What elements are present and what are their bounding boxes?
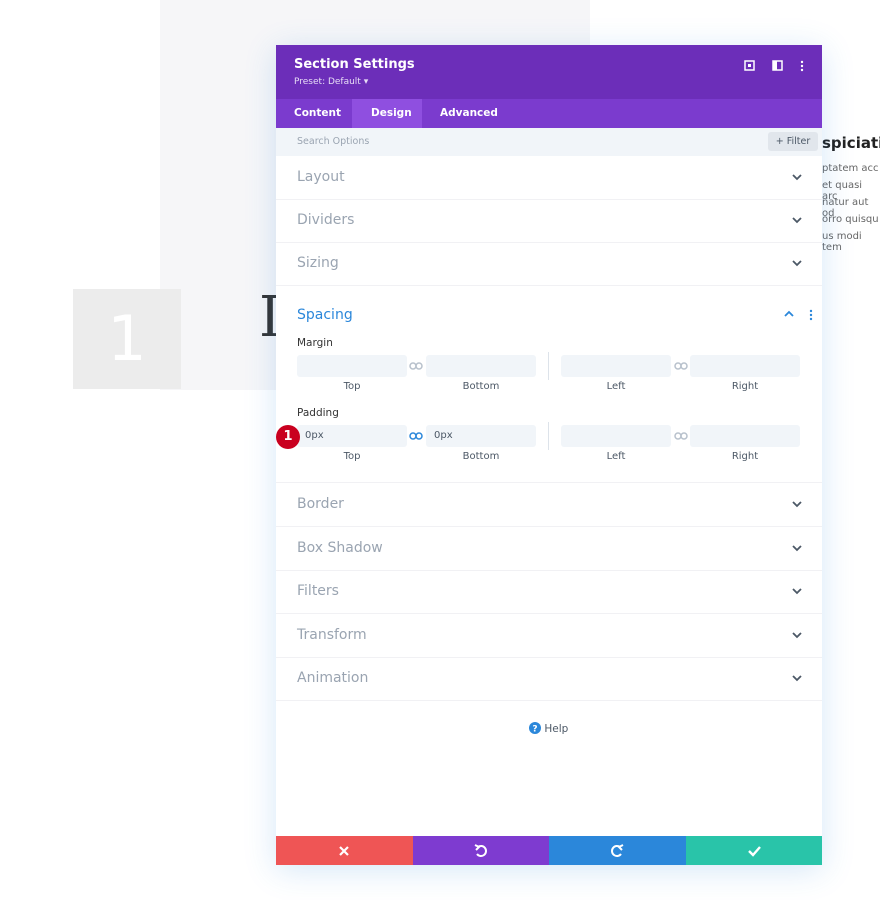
option-group[interactable]: Dividers bbox=[276, 200, 822, 243]
link-icon[interactable] bbox=[674, 431, 688, 441]
save-button[interactable] bbox=[685, 836, 822, 865]
padding-label: Padding bbox=[297, 407, 339, 419]
group-title: Sizing bbox=[297, 255, 339, 271]
group-title: Border bbox=[297, 496, 344, 512]
expand-icon bbox=[792, 501, 802, 508]
number-box: 1 bbox=[73, 289, 181, 389]
search-placeholder: Search Options bbox=[297, 136, 370, 147]
help-link[interactable]: ? Help bbox=[529, 722, 568, 735]
field-label: Left bbox=[606, 381, 626, 392]
preset-label: Preset: Default bbox=[294, 77, 361, 87]
tab[interactable]: Content bbox=[294, 107, 342, 119]
expand-icon bbox=[792, 174, 802, 181]
modal-title: Section Settings bbox=[294, 57, 415, 72]
group-title: Spacing bbox=[297, 307, 353, 323]
header-icons[interactable] bbox=[744, 60, 808, 72]
expand-icon bbox=[792, 544, 802, 551]
group-title: Layout bbox=[297, 169, 345, 185]
modal-header: Section Settings Preset: Default ▾ bbox=[276, 45, 822, 99]
option-group[interactable]: Transform bbox=[276, 615, 822, 658]
search-bar[interactable]: Search Options + Filter bbox=[276, 128, 822, 156]
option-group[interactable]: Sizing bbox=[276, 243, 822, 286]
option-group[interactable]: Layout bbox=[276, 157, 822, 200]
group-title: Box Shadow bbox=[297, 539, 383, 556]
cancel-button[interactable] bbox=[276, 836, 413, 865]
bg-heading: spiciati bbox=[822, 134, 880, 152]
expand-icon bbox=[792, 631, 802, 638]
spacing-group: Spacing bbox=[276, 293, 822, 483]
field-label: Bottom bbox=[462, 381, 500, 392]
input-field[interactable] bbox=[426, 355, 536, 377]
group-title: Dividers bbox=[297, 212, 355, 228]
tab[interactable]: Advanced bbox=[440, 107, 498, 119]
collapse-icon[interactable] bbox=[784, 310, 794, 318]
bg-text-line: us modi tem bbox=[822, 231, 862, 253]
link-icon[interactable] bbox=[409, 431, 423, 441]
group-title: Animation bbox=[297, 670, 369, 686]
input-field[interactable] bbox=[561, 425, 671, 447]
heading-letter: I bbox=[259, 285, 282, 350]
help-icon: ? bbox=[529, 722, 541, 735]
svg-text:?: ? bbox=[532, 725, 537, 735]
field-label: Right bbox=[731, 381, 759, 392]
input-field[interactable] bbox=[561, 355, 671, 377]
step-badge: 1 bbox=[276, 425, 300, 449]
more-icon[interactable] bbox=[809, 309, 813, 321]
settings-modal: Section Settings Preset: Default ▾ Conte… bbox=[276, 45, 822, 865]
field-label: Right bbox=[731, 451, 759, 462]
active-tab-bg bbox=[352, 99, 422, 128]
input-field[interactable] bbox=[297, 355, 407, 377]
link-icon[interactable] bbox=[674, 361, 688, 371]
option-group[interactable]: Animation bbox=[276, 658, 822, 701]
field-label: Top bbox=[343, 451, 361, 462]
filter-label: Filter bbox=[786, 136, 811, 147]
tab-bar: Content Design Advanced bbox=[276, 99, 822, 128]
expand-icon bbox=[792, 217, 802, 224]
group-title: Transform bbox=[297, 626, 367, 643]
expand-icon bbox=[792, 675, 802, 682]
expand-icon bbox=[792, 260, 802, 267]
option-group[interactable]: Box Shadow bbox=[276, 528, 822, 571]
redo-button[interactable] bbox=[549, 836, 686, 865]
bg-text-line: orro quisqu bbox=[822, 214, 879, 225]
bg-text-line: et quasi arc bbox=[822, 180, 863, 202]
input-field[interactable]: 0px bbox=[297, 425, 407, 447]
expand-icon bbox=[792, 588, 802, 595]
link-icon[interactable] bbox=[409, 361, 423, 371]
field-label: Top bbox=[343, 381, 361, 392]
field-label: Bottom bbox=[462, 451, 500, 462]
group-title: Filters bbox=[297, 583, 339, 599]
input-field[interactable] bbox=[690, 425, 800, 447]
input-field[interactable]: 0px bbox=[426, 425, 536, 447]
margin-label: Margin bbox=[297, 337, 333, 349]
bg-text-line: ptatem acc bbox=[822, 163, 879, 174]
input-field[interactable] bbox=[690, 355, 800, 377]
option-group[interactable]: Filters bbox=[276, 571, 822, 614]
tab[interactable]: Design bbox=[371, 107, 412, 119]
preset[interactable]: Preset: Default ▾ bbox=[294, 77, 369, 87]
field-label: Left bbox=[606, 451, 626, 462]
help-label: Help bbox=[544, 723, 569, 735]
divider bbox=[548, 422, 549, 450]
filter-button[interactable]: + Filter bbox=[768, 132, 818, 151]
bg-text-line: natur aut od bbox=[822, 197, 869, 219]
option-group[interactable]: Border bbox=[276, 484, 822, 527]
undo-button[interactable] bbox=[412, 836, 549, 865]
divider bbox=[548, 352, 549, 380]
